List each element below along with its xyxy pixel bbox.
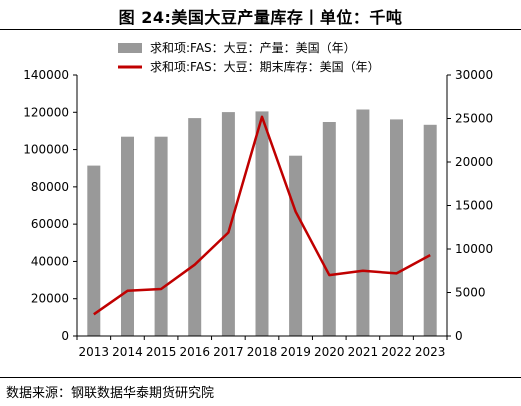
axes: 0 20000 40000 60000 80000 100000 120000 140000 0… [23,68,493,359]
y-right-tick-label: 20000 [455,155,493,169]
x-tick-label: 2013 [79,345,110,359]
x-tick-label: 2018 [247,345,278,359]
bar-series [87,109,437,337]
x-tick-label: 2021 [348,345,379,359]
bar-2015 [154,136,168,336]
title-rule [0,29,521,30]
bar-2017 [221,112,235,336]
y-left-tick-label: 120000 [23,105,69,119]
y-right-tick-label: 25000 [455,112,493,126]
bar-2013 [87,165,101,336]
legend-bar-swatch [118,43,142,53]
chart-title: 图 24:美国大豆产量库存丨单位：千吨 [118,8,403,27]
source-rule [0,377,521,378]
y-left-tick-label: 100000 [23,143,69,157]
y-right-tick-label: 0 [455,329,463,343]
x-tick-label: 2014 [112,345,143,359]
y-right-tick-label: 30000 [455,68,493,82]
source-note: 数据来源：钢联数据华泰期货研究院 [6,386,215,401]
bar-2021 [356,109,370,336]
bar-2022 [390,119,403,337]
bar-2023 [423,124,437,336]
legend-bar-label: 求和项:FAS：大豆：产量：美国（年） [150,41,356,55]
y-left-tick-label: 140000 [23,68,69,82]
x-tick-label: 2022 [381,345,412,359]
y-right-tick-label: 15000 [455,199,493,213]
y-left-tick-label: 80000 [31,180,69,194]
bar-2018 [255,111,269,337]
x-tick-label: 2016 [179,345,210,359]
x-tick-label: 2015 [146,345,177,359]
legend-line-label: 求和项:FAS：大豆：期末库存：美国（年） [150,59,380,74]
bar-2014 [121,136,134,336]
legend: 求和项:FAS：大豆：产量：美国（年） 求和项:FAS：大豆：期末库存：美国（年… [118,41,380,74]
x-tick-label: 2020 [314,345,345,359]
bar-2019 [289,155,303,336]
bar-2020 [322,122,336,336]
y-left-tick-label: 0 [61,329,69,343]
bar-2016 [188,118,202,336]
line-series [93,115,431,316]
x-tick-label: 2017 [213,345,244,359]
y-right-tick-label: 10000 [455,242,493,256]
y-left-tick-label: 60000 [31,217,69,231]
x-tick-label: 2023 [415,345,446,359]
x-tick-label: 2019 [280,345,311,359]
y-left-tick-label: 20000 [31,292,69,306]
y-left-tick-label: 40000 [31,254,69,268]
y-right-tick-label: 5000 [455,286,486,300]
chart: 求和项:FAS：大豆：产量：美国（年） 求和项:FAS：大豆：期末库存：美国（年… [23,41,493,359]
